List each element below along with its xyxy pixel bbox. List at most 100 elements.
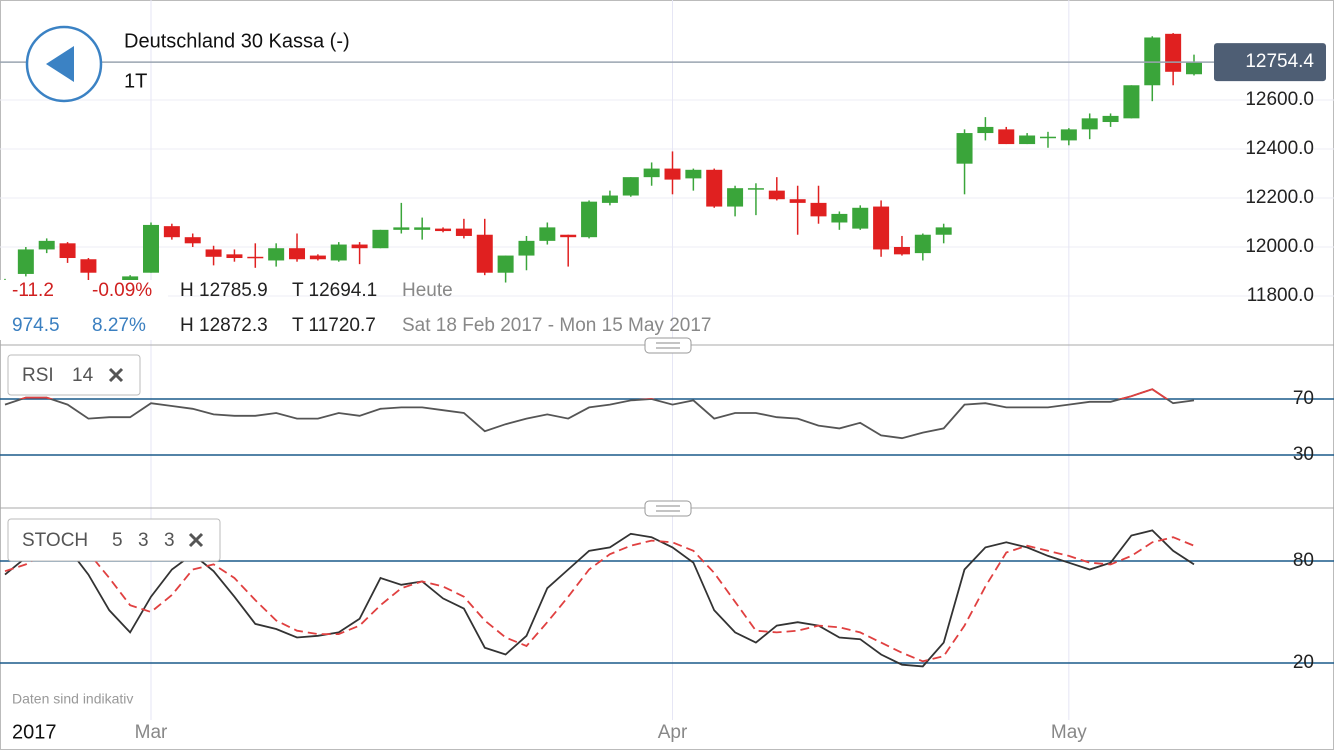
y-tick-label: 20 bbox=[1293, 652, 1314, 673]
y-tick-label: 12000.0 bbox=[1245, 236, 1314, 257]
info-backdrop bbox=[0, 280, 168, 340]
candle-body bbox=[852, 207, 869, 229]
candle-body bbox=[143, 224, 159, 273]
candle-body bbox=[893, 246, 910, 255]
stoch-panel: 80 20 bbox=[0, 529, 1334, 673]
candle-body bbox=[581, 201, 598, 238]
y-tick-label: 80 bbox=[1293, 550, 1314, 571]
indicator-line bbox=[4, 388, 1195, 440]
interval: 1T bbox=[124, 70, 147, 92]
candle-body bbox=[977, 126, 994, 134]
candle-body bbox=[59, 243, 76, 259]
candle-body bbox=[685, 169, 702, 179]
rsi-panel: 70 30 bbox=[0, 388, 1334, 465]
y-tick-label: 12400.0 bbox=[1245, 138, 1314, 159]
candle-body bbox=[1165, 33, 1182, 72]
resize-handle[interactable] bbox=[644, 337, 692, 354]
info-low: T 11720.7 bbox=[292, 315, 376, 336]
candle-body bbox=[601, 195, 618, 203]
info-change: -11.2 bbox=[12, 280, 54, 301]
candle-body bbox=[435, 228, 452, 232]
rsi-legend: RSI 14 bbox=[7, 354, 141, 396]
x-tick-label: May bbox=[1051, 722, 1087, 743]
x-tick-label: Apr bbox=[658, 722, 688, 743]
candle-body bbox=[706, 169, 723, 207]
candle-body bbox=[1123, 85, 1140, 119]
info-change-pct: -0.09% bbox=[92, 280, 152, 301]
candle-body bbox=[80, 259, 97, 273]
resize-handle[interactable] bbox=[644, 500, 692, 517]
candle-body bbox=[956, 133, 973, 164]
y-tick-label: 70 bbox=[1293, 388, 1314, 409]
x-axis: Mar Apr May bbox=[135, 722, 1088, 743]
legend-label: STOCH bbox=[22, 530, 88, 551]
candle-body bbox=[914, 234, 931, 254]
candle-body bbox=[727, 188, 744, 207]
candle-body bbox=[163, 226, 180, 238]
candle-body bbox=[747, 188, 764, 190]
candle-body bbox=[998, 129, 1015, 145]
candle-body bbox=[1019, 135, 1036, 145]
remove-icon[interactable] bbox=[188, 532, 204, 548]
last-price-label: 12754.4 bbox=[1245, 51, 1314, 72]
candle-body bbox=[268, 248, 285, 261]
candle-body bbox=[372, 229, 389, 249]
x-tick-label: Mar bbox=[135, 722, 168, 743]
info-change: 974.5 bbox=[12, 315, 60, 336]
indicator-line bbox=[4, 536, 1195, 663]
candle-body bbox=[351, 244, 368, 249]
candle-body bbox=[393, 227, 410, 230]
indicator-line bbox=[4, 529, 1195, 668]
remove-icon[interactable] bbox=[108, 367, 124, 383]
candle-body bbox=[17, 249, 34, 274]
candle-body bbox=[873, 206, 890, 250]
back-icon bbox=[46, 46, 74, 82]
candle-body bbox=[226, 254, 243, 259]
year-label: 2017 bbox=[12, 721, 57, 743]
candle-body bbox=[664, 168, 681, 180]
candle-body bbox=[643, 168, 660, 178]
candle-body bbox=[247, 256, 264, 259]
info-change-pct: 8.27% bbox=[92, 315, 146, 336]
instrument-title: Deutschland 30 Kassa (-) bbox=[124, 30, 350, 52]
legend-param: 14 bbox=[72, 365, 94, 386]
legend-label: RSI bbox=[22, 365, 54, 386]
y-tick-label: 12600.0 bbox=[1245, 89, 1314, 110]
legend-param: 5 bbox=[112, 530, 123, 551]
candle-body bbox=[1039, 136, 1056, 139]
candle-body bbox=[768, 190, 785, 200]
candle-body bbox=[1102, 115, 1119, 123]
candle-body bbox=[539, 227, 556, 241]
candle-body bbox=[205, 249, 222, 257]
legend-param: 3 bbox=[138, 530, 149, 551]
candle-body bbox=[497, 255, 514, 273]
candle-body bbox=[38, 240, 55, 250]
y-tick-label: 12200.0 bbox=[1245, 187, 1314, 208]
candle-body bbox=[289, 248, 306, 260]
candle-body bbox=[476, 234, 493, 273]
candle-body bbox=[1186, 61, 1202, 75]
candle-body bbox=[414, 227, 431, 230]
info-period: Sat 18 Feb 2017 - Mon 15 May 2017 bbox=[402, 315, 711, 336]
info-box: -11.2 -0.09% H 12785.9 T 12694.1 Heute 9… bbox=[0, 280, 711, 340]
candle-body bbox=[560, 234, 577, 238]
candle-body bbox=[935, 227, 952, 235]
candle-body bbox=[1081, 118, 1098, 130]
y-tick-label: 11800.0 bbox=[1247, 285, 1314, 306]
candle-body bbox=[1144, 37, 1161, 86]
price-panel: 11800.0 12000.0 12200.0 12400.0 12600.0 12754… bbox=[0, 33, 1326, 310]
candle-body bbox=[309, 255, 326, 260]
legend-param: 3 bbox=[164, 530, 175, 551]
grid bbox=[0, 0, 1334, 720]
disclaimer: Daten sind indikativ bbox=[12, 691, 133, 707]
y-tick-label: 30 bbox=[1293, 444, 1314, 465]
header: Deutschland 30 Kassa (-) 1T bbox=[25, 25, 350, 103]
last-price-box bbox=[1214, 43, 1326, 82]
candle-body bbox=[831, 213, 848, 223]
info-low: T 12694.1 bbox=[292, 280, 377, 301]
stoch-legend: STOCH 5 3 3 bbox=[7, 518, 221, 562]
candle-body bbox=[184, 237, 201, 244]
candle-body bbox=[330, 244, 347, 261]
